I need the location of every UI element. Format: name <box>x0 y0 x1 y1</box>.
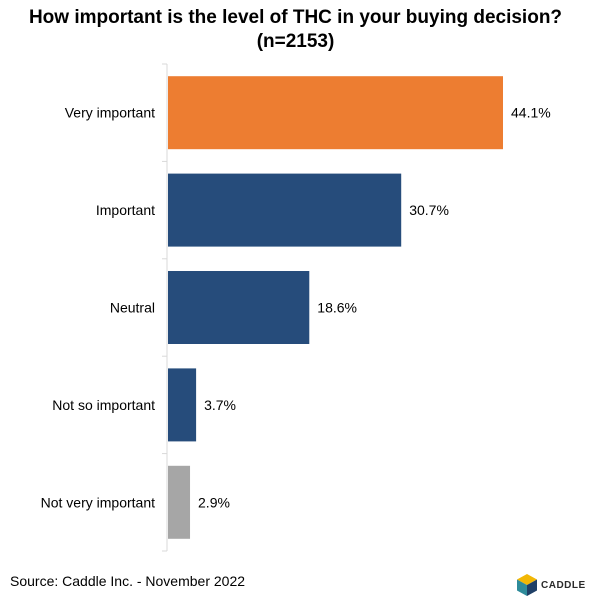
chart-title: How important is the level of THC in you… <box>28 7 563 52</box>
caddle-brand-name: CADDLE <box>541 579 586 591</box>
bar-chart: Very important 44.1% Important 30.7% Neutral… <box>41 63 551 552</box>
bar <box>168 368 197 442</box>
bar <box>168 465 191 539</box>
bar <box>168 173 402 247</box>
source-note: Source: Caddle Inc. - November 2022 <box>10 573 246 589</box>
value-label: 30.7% <box>409 202 449 218</box>
value-label: 3.7% <box>204 397 236 413</box>
caddle-logo-icon <box>517 574 537 596</box>
value-label: 44.1% <box>511 105 551 121</box>
caddle-logo: CADDLE <box>516 573 586 597</box>
value-label: 2.9% <box>198 494 230 510</box>
bar <box>168 76 503 150</box>
value-label: 18.6% <box>317 300 357 316</box>
category-label: Not so important <box>52 397 155 413</box>
category-label: Neutral <box>110 300 155 316</box>
category-label: Important <box>96 202 155 218</box>
category-label: Very important <box>65 105 155 121</box>
category-label: Not very important <box>41 494 155 510</box>
bar <box>168 271 310 344</box>
